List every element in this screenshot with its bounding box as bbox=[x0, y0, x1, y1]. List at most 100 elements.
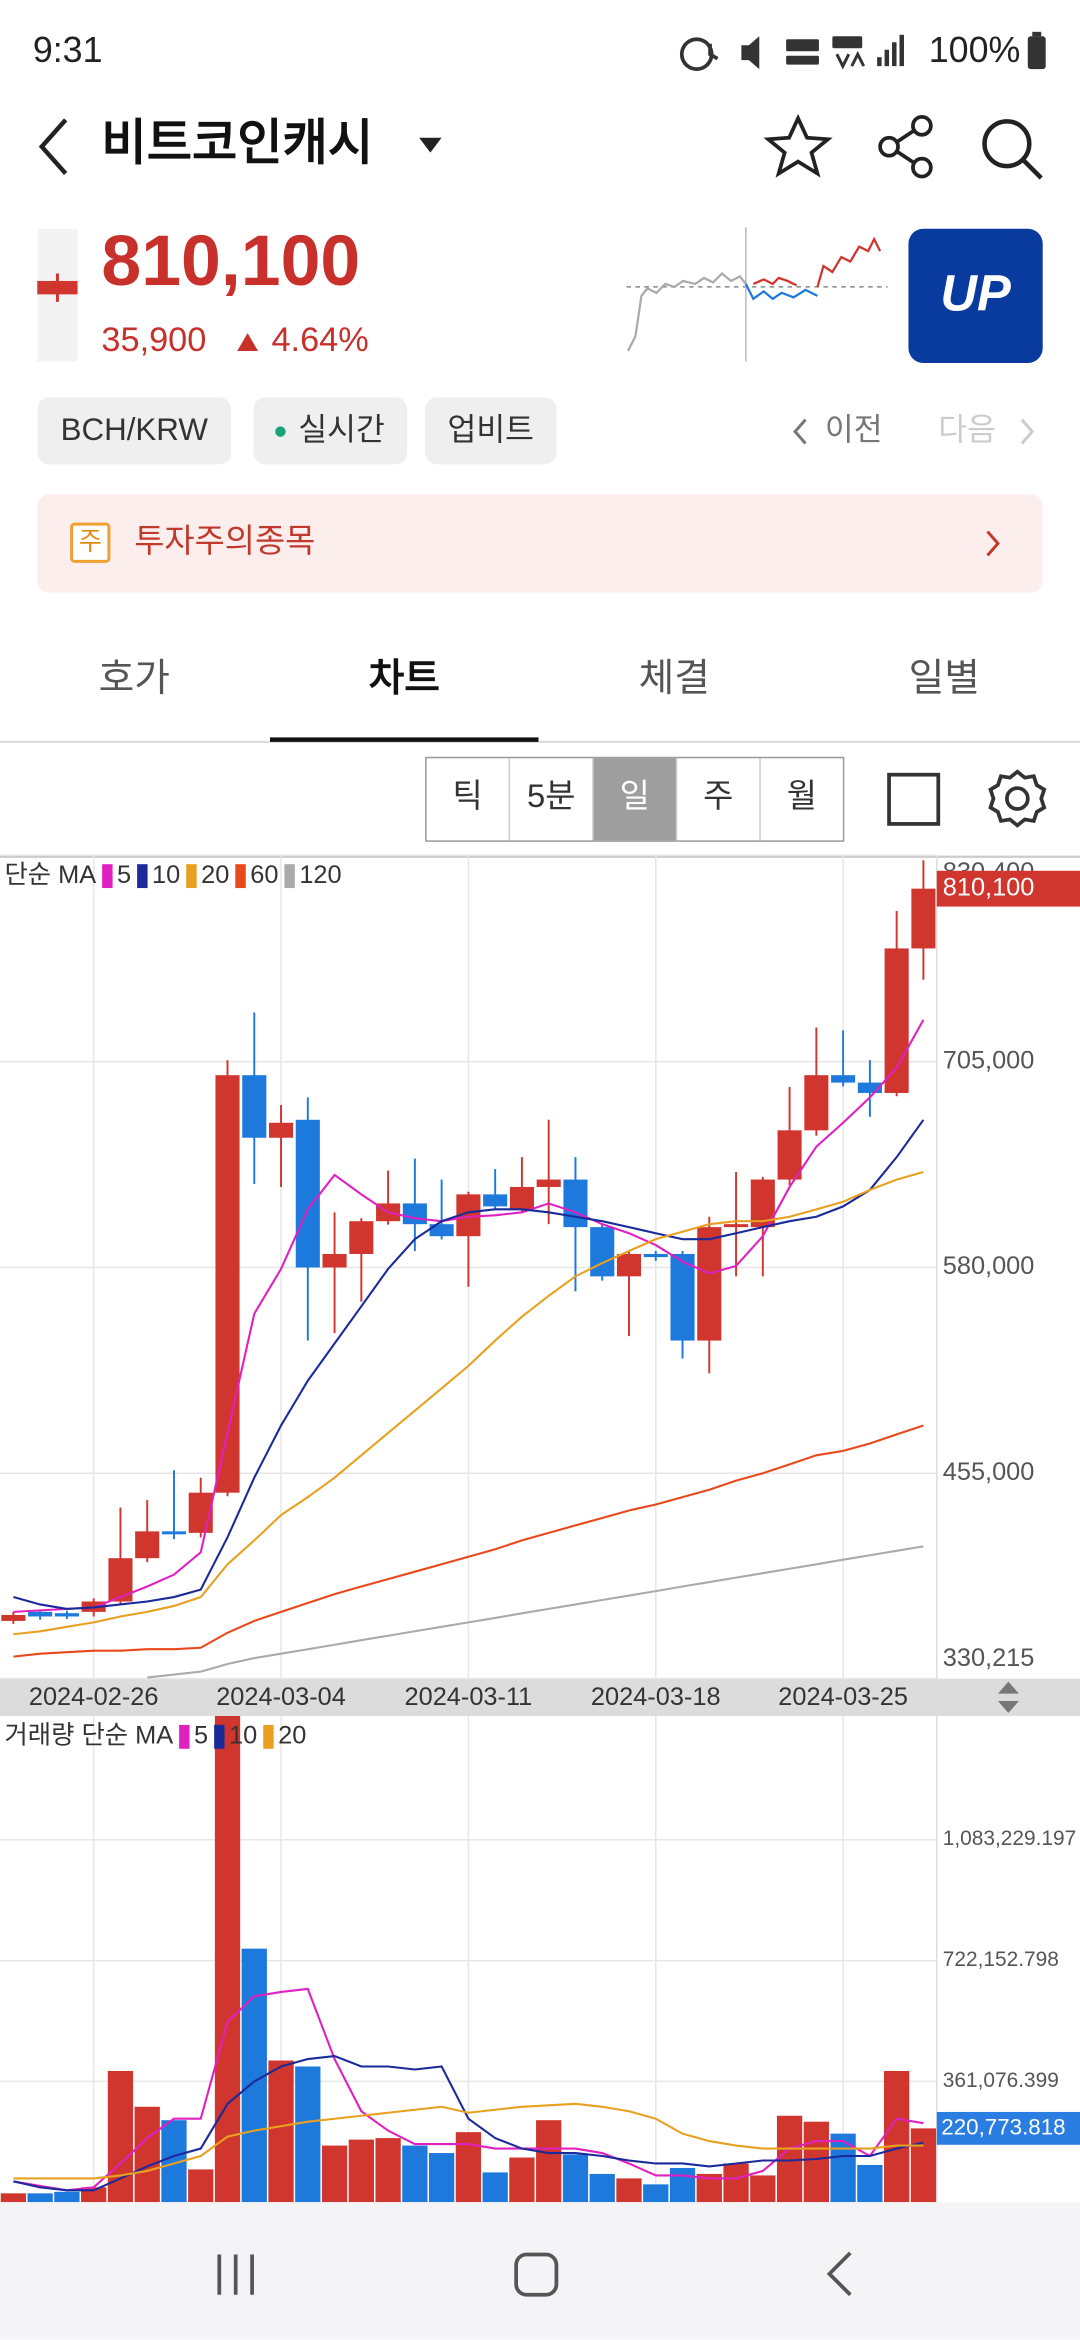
moving-average-line bbox=[13, 2102, 924, 2180]
volume-bar bbox=[482, 2172, 508, 2203]
price-change-rate: 4.64% bbox=[271, 321, 368, 359]
status-battery: 100% bbox=[929, 30, 1021, 70]
navigation-bar bbox=[0, 2202, 1080, 2340]
candle-body bbox=[563, 1179, 588, 1228]
warning-badge bbox=[70, 522, 111, 563]
candle-body bbox=[911, 888, 936, 949]
x-tick-label: 2024-03-04 bbox=[216, 1683, 346, 1711]
settings-button[interactable] bbox=[988, 769, 1047, 828]
dropdown-arrow[interactable] bbox=[419, 137, 442, 153]
current-price-box bbox=[936, 870, 1080, 907]
legend-swatch bbox=[235, 864, 246, 889]
volume-bar bbox=[54, 2191, 80, 2203]
candle-body bbox=[135, 1531, 160, 1559]
chip[interactable] bbox=[425, 397, 557, 465]
volume-bar bbox=[188, 2169, 214, 2203]
volume-bar bbox=[562, 2154, 589, 2203]
interval-button[interactable]: 일 bbox=[620, 777, 650, 814]
candle-body bbox=[724, 1224, 749, 1228]
warning-chevron bbox=[986, 530, 1000, 557]
candle-body bbox=[28, 1611, 53, 1617]
y-tick-label: 1,083,229.197 bbox=[943, 1827, 1077, 1850]
volume-bar bbox=[536, 2120, 562, 2203]
legend-swatch bbox=[214, 1724, 225, 1749]
share-button[interactable] bbox=[878, 114, 933, 179]
volume-bar bbox=[669, 2167, 696, 2203]
candle-body bbox=[242, 1075, 267, 1138]
warning-banner[interactable] bbox=[37, 494, 1043, 593]
moving-average-line bbox=[13, 1424, 924, 1658]
tab[interactable]: 호가 bbox=[99, 657, 170, 700]
coin-title[interactable]: 비트코인캐시 bbox=[101, 116, 373, 171]
search-button[interactable] bbox=[982, 119, 1043, 180]
candle-body bbox=[857, 1082, 882, 1093]
date-axis-strip bbox=[0, 1678, 1080, 1716]
legend-label: 10 bbox=[229, 1722, 257, 1750]
candle-body bbox=[831, 1075, 856, 1083]
volume-bar bbox=[134, 2106, 160, 2203]
legend-swatch bbox=[102, 864, 113, 889]
prev-arrow[interactable] bbox=[793, 418, 807, 445]
volume-bar bbox=[589, 2173, 615, 2203]
moving-average-line bbox=[13, 2054, 924, 2192]
next-button[interactable]: 다음 bbox=[938, 412, 996, 447]
candle-body bbox=[268, 1122, 294, 1138]
legend-swatch bbox=[137, 864, 148, 889]
chip-label: BCH/KRW bbox=[61, 412, 209, 447]
candle-body bbox=[161, 1531, 187, 1535]
legend-swatch bbox=[179, 1724, 190, 1749]
volume-bar bbox=[910, 2128, 937, 2203]
volume-panel bbox=[0, 1715, 937, 2203]
candle-body bbox=[697, 1227, 722, 1341]
volume-bar bbox=[268, 2060, 294, 2203]
volume-bar bbox=[295, 2066, 321, 2203]
volume-bar bbox=[428, 2153, 455, 2203]
chip-label: 업비트 bbox=[448, 412, 534, 447]
back-button[interactable] bbox=[38, 118, 68, 176]
interval-button[interactable]: 주 bbox=[703, 777, 733, 814]
chip[interactable] bbox=[37, 397, 232, 465]
candle-body bbox=[54, 1613, 79, 1617]
legend-label: 10 bbox=[152, 861, 180, 889]
y-tick-label: 330,215 bbox=[943, 1644, 1035, 1672]
resize-handle[interactable] bbox=[997, 1681, 1019, 1713]
volume-bar bbox=[643, 2184, 669, 2203]
interval-dividers bbox=[508, 758, 761, 841]
candle-body bbox=[108, 1558, 133, 1602]
prev-button[interactable]: 이전 bbox=[825, 412, 883, 447]
legend-title: 단순 MA bbox=[4, 861, 96, 889]
nav-buttons[interactable] bbox=[217, 2251, 852, 2297]
chip[interactable] bbox=[253, 397, 408, 465]
live-dot bbox=[275, 426, 286, 437]
moving-average-line bbox=[13, 1170, 924, 1636]
candle-body bbox=[509, 1186, 534, 1210]
interval-button[interactable]: 5분 bbox=[527, 777, 575, 814]
tab[interactable]: 체결 bbox=[639, 657, 710, 700]
chip-label: 실시간 bbox=[298, 412, 384, 447]
legend-swatch bbox=[263, 1724, 274, 1749]
x-tick-label: 2024-03-11 bbox=[405, 1683, 533, 1711]
candle-body bbox=[643, 1253, 668, 1258]
moving-average-line bbox=[147, 1545, 924, 1679]
next-arrow[interactable] bbox=[1020, 418, 1035, 445]
interval-button[interactable]: 틱 bbox=[453, 777, 483, 814]
favorite-button[interactable] bbox=[763, 113, 833, 178]
volume-bar bbox=[321, 2145, 348, 2203]
y-tick-label: 361,076.399 bbox=[943, 2069, 1059, 2092]
volume-bar bbox=[803, 2121, 829, 2203]
tab[interactable]: 일별 bbox=[909, 657, 980, 700]
y-tick-label: 580,000 bbox=[943, 1252, 1035, 1280]
volume-bar bbox=[857, 2164, 883, 2203]
interval-selected bbox=[592, 758, 677, 841]
volume-bar bbox=[107, 2070, 134, 2203]
current-volume-box bbox=[936, 2111, 1080, 2145]
legend-swatch bbox=[284, 864, 295, 889]
tab-active[interactable]: 차트 bbox=[369, 657, 440, 700]
candle-body bbox=[295, 1119, 320, 1268]
fullscreen-button[interactable] bbox=[887, 772, 941, 826]
y-tick-label: 722,152.798 bbox=[943, 1948, 1059, 1971]
interval-button[interactable]: 월 bbox=[787, 777, 817, 814]
legend-label: 120 bbox=[299, 861, 341, 889]
